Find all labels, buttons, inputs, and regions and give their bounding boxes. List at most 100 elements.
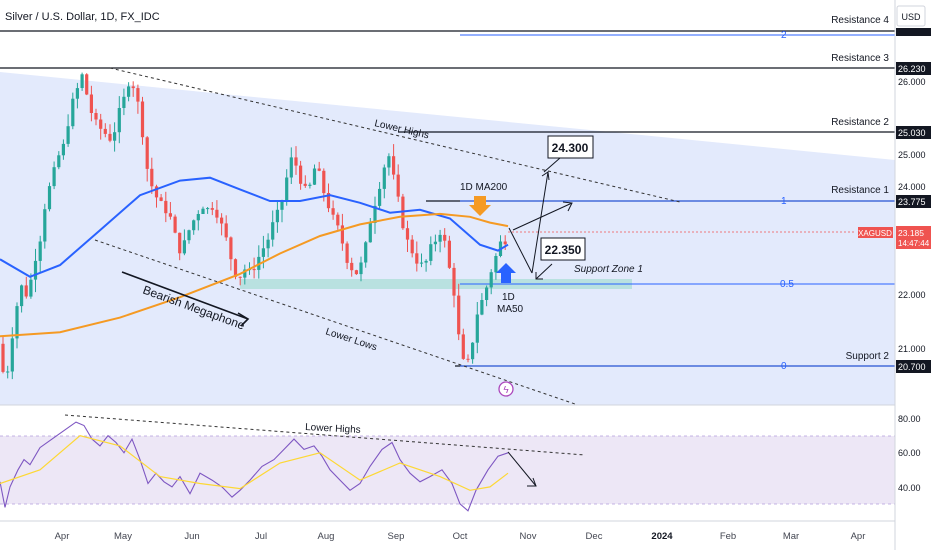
candle [10,338,14,372]
rsi-tick-40: 40.00 [898,483,921,493]
y-tick-26: 26.000 [898,77,926,87]
lower-trendline [94,239,576,405]
x-tick-label: 2024 [651,531,673,542]
support-2-price: 20.700 [898,362,926,372]
megaphone-arrowhead [237,312,250,327]
x-tick-label: Apr [851,531,866,542]
candle [322,170,326,194]
candle [243,269,247,278]
y-tick-21: 21.000 [898,344,926,354]
candle [340,225,344,244]
currency-label: USD [901,12,921,22]
resistance-2-price-tag [896,126,931,139]
x-tick-label: Sep [388,531,405,542]
upper-trendline [109,67,681,203]
candle [224,223,228,238]
ma200-down-arrow [469,196,491,216]
candle [461,334,465,359]
ma200-label: 1D MA200 [460,182,508,193]
fib-1-label: 1 [781,196,787,207]
candle [405,228,410,240]
resistance-2-label: Resistance 2 [831,117,889,128]
candle [331,208,335,215]
candle [299,165,303,184]
projection-arrowhead-up-right [562,201,573,212]
callout-pointer-head [535,272,543,280]
resistance-3-price-tag [896,62,931,75]
x-tick-label: Feb [720,531,736,542]
candle [438,234,442,242]
candle [294,157,298,166]
candle [336,214,340,226]
support-2-label: Support 2 [846,351,890,362]
candle [89,94,93,113]
target-high-label: 24.300 [552,141,589,155]
resistance-4-price-tag [896,28,931,36]
candle [80,74,84,88]
ma50-label-2: MA50 [497,304,524,315]
candle [503,241,507,245]
candle [382,167,386,189]
symbol-tag [858,227,893,238]
callout-pointer-low [535,263,553,280]
price-axis[interactable] [895,0,932,550]
target-high-callout[interactable] [547,135,594,159]
rsi-tick-80: 80.00 [898,414,921,424]
candle [196,214,200,221]
candle [429,244,433,261]
candle [252,269,256,271]
candle [433,241,437,245]
y-tick-25: 25.000 [898,150,926,160]
candle [280,200,284,210]
event-marker[interactable] [498,381,514,397]
time-axis[interactable]: Apr May Jun Jul Aug Sep Oct Nov Dec 2024 Feb Mar Apr [55,531,866,542]
countdown: 14:47:44 [898,239,930,248]
candle [308,184,312,186]
candle [215,209,219,218]
candle [475,314,479,343]
candle [145,137,149,169]
candle [345,243,349,263]
candle [471,342,475,360]
candle [210,208,214,210]
target-low-callout[interactable] [540,237,586,261]
x-tick-label: Mar [783,531,799,542]
candle [113,132,117,141]
projection-arrow-down [508,227,533,274]
rsi-lower-highs-label: Lower Highs [305,422,361,436]
y-tick-22: 22.000 [898,290,926,300]
currency-button[interactable] [896,5,926,27]
candle [154,186,159,198]
candle [178,232,182,254]
candle [57,155,61,168]
candle [275,209,279,223]
candle [75,88,79,99]
candle [206,208,210,210]
candle [122,96,126,108]
candle [233,259,238,277]
candle [378,188,382,206]
candle [271,222,275,240]
candle [285,177,289,201]
candle [359,262,363,275]
candle [447,240,451,268]
resistance-1-label: Resistance 1 [831,185,889,196]
candle [71,98,75,127]
candle [127,86,131,97]
candle [173,216,177,233]
candle [303,183,307,186]
x-tick-label: May [114,531,132,542]
support-2-price-tag [896,360,931,373]
symbol-label: XAGUSD [858,229,892,238]
target-high-pointer [543,157,561,173]
candle [33,260,38,280]
candle [220,217,224,224]
candle [364,242,368,263]
y-tick-24: 24.000 [898,182,926,192]
candle [29,279,33,297]
candle [494,256,498,273]
candle [485,287,489,300]
x-tick-label: Dec [586,531,603,542]
